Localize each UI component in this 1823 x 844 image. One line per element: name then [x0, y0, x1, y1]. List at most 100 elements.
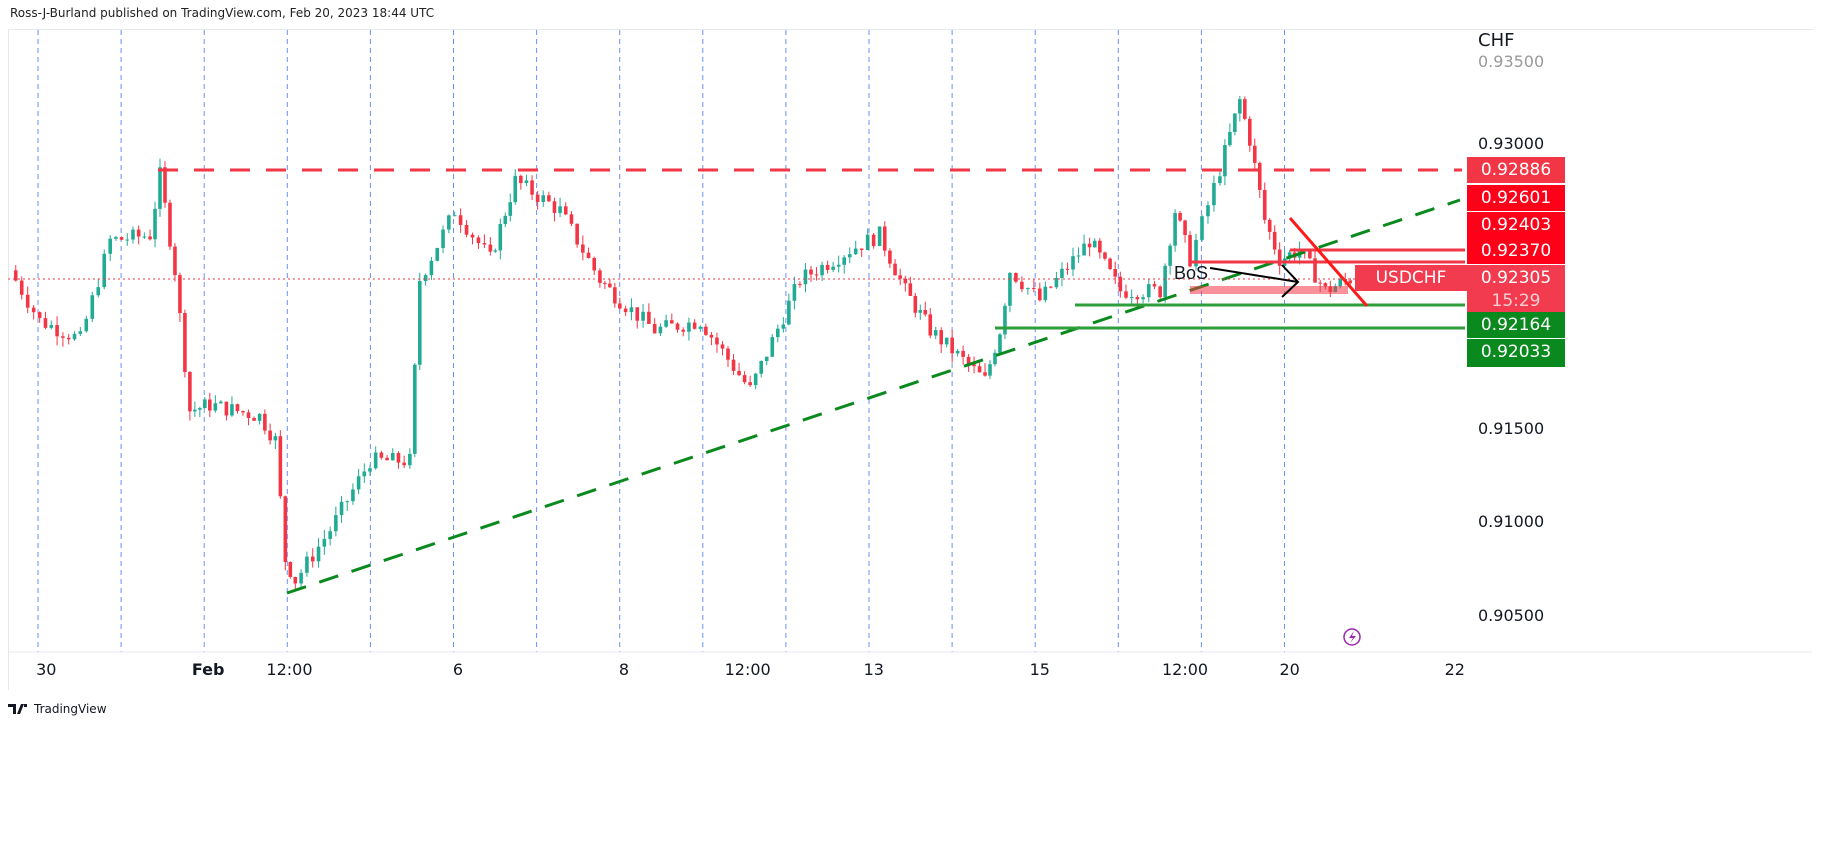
candle — [681, 327, 686, 337]
candle — [563, 202, 568, 216]
candle — [787, 293, 791, 326]
candle — [49, 320, 54, 330]
candle — [72, 331, 77, 341]
price-tag: 0.92370 — [1467, 238, 1565, 264]
candle — [1103, 251, 1107, 261]
candle — [203, 397, 207, 409]
candle — [972, 356, 976, 374]
candle — [173, 242, 177, 282]
candle — [43, 311, 48, 330]
candle — [1243, 96, 1247, 121]
time-axis-label: 8 — [618, 660, 630, 679]
candle — [1076, 247, 1081, 263]
candle — [1233, 113, 1237, 136]
candle — [918, 304, 923, 320]
candle — [328, 526, 332, 546]
candle — [470, 232, 475, 245]
candle — [25, 286, 30, 314]
bos-zone — [1190, 286, 1348, 294]
candle — [831, 261, 835, 273]
candle — [310, 548, 315, 568]
candle — [613, 282, 617, 308]
candle — [246, 409, 251, 426]
falling-trendline — [1288, 217, 1369, 307]
candle — [983, 363, 987, 377]
candle — [836, 255, 841, 273]
candle — [803, 263, 808, 293]
candle — [753, 372, 758, 390]
candle — [1129, 289, 1134, 304]
price-axis-label: 0.93000 — [1478, 134, 1545, 153]
candle — [1141, 294, 1145, 304]
candle — [493, 248, 498, 253]
candle — [441, 225, 445, 254]
candle — [198, 406, 202, 418]
candle — [675, 322, 680, 333]
candle — [1065, 262, 1070, 275]
candle — [704, 323, 708, 336]
time-axis-label: 15 — [1029, 660, 1050, 679]
candle — [37, 311, 42, 323]
candle — [658, 323, 663, 337]
candle — [928, 308, 933, 339]
candle — [726, 346, 730, 367]
candle — [1043, 281, 1048, 303]
candle — [188, 371, 192, 421]
candle — [268, 423, 272, 445]
candle — [163, 161, 167, 208]
price-tag: 0.92601 — [1467, 185, 1565, 211]
candle — [339, 495, 344, 523]
candle — [1135, 295, 1140, 306]
candle — [1054, 271, 1059, 290]
candle — [664, 314, 668, 329]
candle — [413, 362, 417, 458]
candle — [1257, 161, 1262, 198]
candle — [351, 483, 355, 505]
time-axis-label: 12:00 — [724, 660, 771, 679]
candle — [1087, 237, 1092, 257]
candle — [61, 332, 65, 347]
candle — [435, 247, 440, 262]
candle — [569, 211, 574, 227]
candle — [84, 315, 89, 333]
candle — [933, 326, 938, 340]
candle — [558, 197, 562, 218]
candle — [108, 234, 113, 261]
candle — [737, 362, 741, 377]
candle — [552, 197, 557, 222]
lightning-icon[interactable] — [1343, 628, 1361, 646]
time-axis-label: 12:00 — [1161, 660, 1209, 679]
candle — [447, 214, 451, 234]
candle — [402, 455, 406, 469]
candle — [1071, 247, 1075, 277]
candle — [877, 226, 882, 247]
candle — [748, 375, 752, 387]
candle — [241, 410, 245, 416]
candle — [334, 506, 338, 537]
candle — [193, 401, 197, 417]
candle — [592, 256, 597, 275]
candle — [961, 345, 965, 365]
candle — [513, 169, 518, 205]
candle — [524, 174, 529, 187]
candle — [814, 267, 819, 281]
time-axis-label: 13 — [863, 660, 884, 679]
candle — [508, 193, 513, 222]
candle — [362, 463, 367, 483]
candle — [853, 240, 858, 256]
time-axis-label: 30 — [36, 660, 57, 679]
candle — [148, 229, 152, 241]
candle — [893, 259, 897, 276]
candle — [950, 329, 954, 363]
candle — [136, 225, 141, 245]
candle — [966, 354, 971, 372]
price-chart[interactable]: BoS — [0, 0, 1823, 700]
candle — [373, 446, 378, 470]
candle — [119, 236, 124, 241]
last-price-tag: 0.92305 — [1467, 265, 1565, 291]
bos-label: BoS — [1174, 263, 1208, 283]
candle — [1008, 272, 1012, 313]
time-axis-label: 20 — [1279, 660, 1300, 679]
candle — [476, 235, 481, 249]
candle — [293, 576, 298, 590]
